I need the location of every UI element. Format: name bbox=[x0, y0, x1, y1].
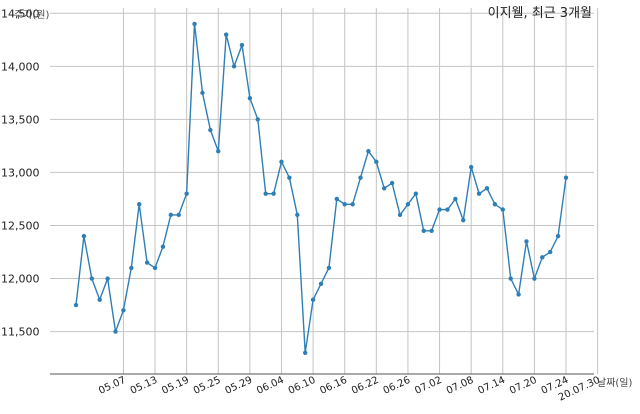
x-tick-label: 05.19 bbox=[160, 375, 191, 397]
data-point bbox=[437, 207, 442, 212]
x-tick-label: 05.29 bbox=[224, 375, 255, 397]
x-tick-label: 06.10 bbox=[287, 375, 318, 397]
data-point bbox=[484, 186, 490, 191]
data-point bbox=[492, 202, 498, 207]
data-point bbox=[137, 202, 142, 207]
data-point bbox=[255, 117, 260, 122]
data-point bbox=[421, 228, 426, 233]
data-point bbox=[279, 159, 284, 165]
data-point bbox=[89, 276, 95, 281]
data-point bbox=[547, 249, 553, 255]
gridlines bbox=[50, 8, 599, 374]
data-point bbox=[374, 159, 379, 165]
data-point bbox=[500, 207, 505, 212]
data-point bbox=[160, 244, 166, 249]
data-point bbox=[73, 302, 79, 308]
data-point bbox=[287, 175, 292, 180]
x-tick-label: 05.13 bbox=[129, 375, 160, 397]
data-point bbox=[468, 164, 474, 170]
x-tick-label: 06.22 bbox=[350, 375, 381, 397]
x-tick-label: 05.07 bbox=[97, 375, 128, 397]
x-tick-label: 06.26 bbox=[382, 375, 413, 397]
y-tick-label: 13,000 bbox=[1, 166, 40, 179]
data-point bbox=[516, 292, 521, 297]
data-point bbox=[310, 297, 316, 302]
price-line bbox=[75, 23, 567, 353]
data-point bbox=[508, 276, 513, 281]
data-point bbox=[200, 90, 205, 96]
data-point bbox=[239, 42, 245, 48]
data-point bbox=[532, 276, 537, 281]
data-point bbox=[97, 297, 102, 302]
price-points bbox=[73, 21, 569, 355]
data-point bbox=[350, 202, 355, 207]
data-point bbox=[168, 212, 174, 218]
data-point bbox=[263, 191, 268, 196]
data-point bbox=[295, 212, 300, 218]
data-point bbox=[223, 32, 229, 37]
data-point bbox=[334, 196, 340, 202]
data-point bbox=[176, 212, 181, 218]
data-point bbox=[429, 228, 434, 233]
y-tick-label: 14,500 bbox=[1, 7, 40, 20]
x-tick-label: 07.20 bbox=[508, 375, 539, 397]
data-point bbox=[397, 212, 403, 218]
data-point bbox=[113, 329, 118, 334]
x-tick-label: 07.14 bbox=[476, 375, 507, 397]
data-point bbox=[208, 127, 213, 133]
data-point bbox=[105, 276, 110, 281]
data-point bbox=[540, 255, 545, 260]
data-point bbox=[144, 260, 150, 265]
y-tick-label: 12,000 bbox=[1, 273, 40, 286]
data-point bbox=[405, 202, 411, 207]
x-tick-label: 05.25 bbox=[192, 375, 223, 397]
data-point bbox=[184, 191, 189, 196]
data-point bbox=[326, 265, 332, 271]
x-tick-labels: 05.07 05.13 05.19 05.25 05.29 06.04 06.10 06.16… bbox=[97, 375, 602, 404]
x-tick-label: 07.02 bbox=[413, 375, 444, 397]
data-point bbox=[389, 180, 395, 186]
data-point bbox=[453, 196, 458, 202]
y-tick-label: 12,500 bbox=[1, 219, 40, 232]
data-point bbox=[318, 281, 324, 287]
x-axis-label: 날짜(일) bbox=[597, 377, 633, 389]
data-point bbox=[366, 149, 371, 154]
x-tick-label: 06.04 bbox=[255, 375, 286, 397]
data-point bbox=[342, 202, 347, 207]
data-point bbox=[121, 308, 126, 313]
x-tick-label: 06.16 bbox=[318, 375, 349, 397]
data-point bbox=[382, 186, 387, 191]
data-point bbox=[81, 233, 87, 239]
data-point bbox=[445, 207, 450, 212]
data-point bbox=[271, 191, 276, 196]
y-axis-label: 주가(원) bbox=[14, 9, 50, 21]
chart-title: 이지웰, 최근 3개월 bbox=[488, 6, 592, 21]
data-point bbox=[563, 175, 569, 180]
y-tick-labels: 11,500 12,000 12,500 13,000 13,500 14,000 14,5… bbox=[1, 7, 40, 338]
data-point bbox=[555, 233, 561, 239]
y-tick-label: 11,500 bbox=[1, 326, 40, 339]
data-point bbox=[358, 175, 363, 180]
y-tick-label: 14,000 bbox=[1, 60, 40, 73]
data-point bbox=[476, 191, 482, 196]
data-point bbox=[231, 64, 237, 69]
y-tick-label: 13,500 bbox=[1, 113, 40, 126]
data-point bbox=[216, 149, 221, 154]
data-point bbox=[152, 265, 158, 271]
data-point bbox=[524, 239, 529, 244]
data-point bbox=[247, 95, 253, 101]
data-point bbox=[461, 217, 466, 223]
data-point bbox=[413, 191, 419, 196]
data-point bbox=[129, 265, 134, 271]
x-tick-label: 07.08 bbox=[445, 375, 476, 397]
data-point bbox=[192, 21, 197, 27]
data-point bbox=[302, 350, 308, 355]
